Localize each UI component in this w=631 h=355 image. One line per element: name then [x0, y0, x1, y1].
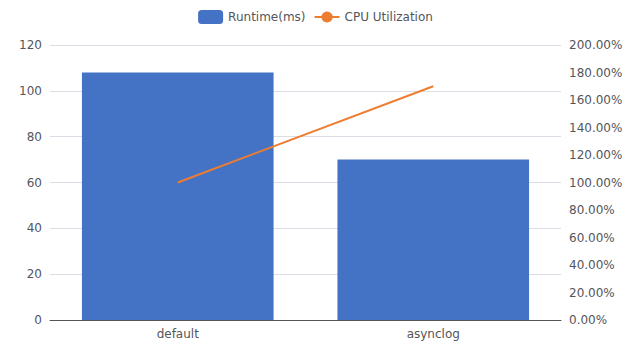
svg-text:40: 40: [27, 221, 42, 235]
svg-text:0: 0: [34, 313, 42, 327]
svg-text:Runtime(ms): Runtime(ms): [228, 10, 305, 24]
svg-text:20.00%: 20.00%: [569, 286, 615, 300]
svg-text:0.00%: 0.00%: [569, 313, 607, 327]
svg-text:80.00%: 80.00%: [569, 203, 615, 217]
svg-text:160.00%: 160.00%: [569, 93, 622, 107]
svg-text:120.00%: 120.00%: [569, 148, 622, 162]
svg-text:20: 20: [27, 267, 42, 281]
svg-text:80: 80: [27, 130, 42, 144]
svg-text:asynclog: asynclog: [407, 327, 460, 341]
svg-text:40.00%: 40.00%: [569, 258, 615, 272]
svg-text:180.00%: 180.00%: [569, 66, 622, 80]
svg-text:60: 60: [27, 176, 42, 190]
svg-text:default: default: [157, 327, 200, 341]
svg-text:140.00%: 140.00%: [569, 121, 622, 135]
svg-text:100: 100: [19, 84, 42, 98]
svg-text:120: 120: [19, 38, 42, 52]
svg-text:CPU Utilization: CPU Utilization: [345, 10, 433, 24]
svg-text:200.00%: 200.00%: [569, 38, 622, 52]
svg-text:60.00%: 60.00%: [569, 231, 615, 245]
svg-text:100.00%: 100.00%: [569, 176, 622, 190]
